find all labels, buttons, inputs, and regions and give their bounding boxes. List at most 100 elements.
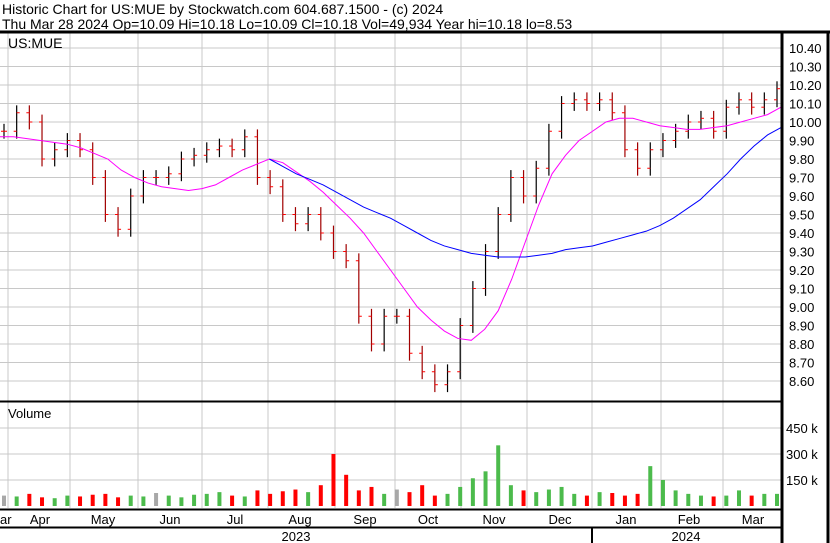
volume-bar (635, 493, 640, 506)
volume-bar (597, 492, 602, 506)
volume-bar (622, 495, 627, 506)
price-tick-label: 9.20 (789, 263, 814, 278)
volume-bar (407, 492, 412, 506)
price-tick-label: 10.00 (789, 115, 822, 130)
year-label: 2024 (672, 529, 701, 543)
month-label: Feb (678, 512, 700, 527)
price-tick-label: 8.80 (789, 337, 814, 352)
volume-bar (775, 493, 779, 506)
volume-bar (648, 466, 653, 506)
price-tick-label: 10.10 (789, 97, 822, 112)
price-tick-label: 9.90 (789, 134, 814, 149)
month-label: May (91, 512, 116, 527)
volume-bar (508, 485, 513, 506)
volume-bar (432, 495, 437, 506)
volume-bar (736, 490, 741, 506)
price-tick-label: 10.20 (789, 78, 822, 93)
volume-bar (242, 496, 247, 506)
volume-bar (166, 495, 171, 506)
volume-bar (40, 497, 45, 506)
price-tick-label: 8.90 (789, 319, 814, 334)
price-tick-label: 9.60 (789, 189, 814, 204)
volume-bar (344, 474, 349, 506)
volume-bar (52, 498, 57, 506)
month-label: Mar (742, 512, 765, 527)
year-label: 2023 (282, 529, 311, 543)
price-tick-label: 9.50 (789, 208, 814, 223)
volume-bar (534, 492, 539, 506)
volume-bar (268, 493, 273, 506)
volume-bar (546, 489, 551, 506)
volume-bar (217, 492, 222, 506)
short-moving-average-line (0, 106, 782, 341)
volume-bar (280, 491, 285, 506)
month-label: Sep (353, 512, 376, 527)
volume-bar (698, 495, 703, 506)
volume-bar (78, 496, 83, 506)
volume-bar (686, 493, 691, 506)
volume-bar (382, 493, 387, 506)
volume-tick-label: 300 k (786, 447, 818, 462)
volume-bar (711, 496, 716, 506)
volume-bar (521, 490, 526, 506)
volume-bar (660, 480, 665, 506)
volume-bar (749, 495, 754, 506)
volume-bar (318, 485, 323, 506)
volume-bar (154, 493, 159, 506)
volume-bar (559, 486, 564, 506)
volume-bar (2, 495, 6, 506)
volume-tick-label: 450 k (786, 421, 818, 436)
volume-bar (116, 497, 121, 506)
volume-bar (673, 490, 678, 506)
price-tick-label: 9.10 (789, 282, 814, 297)
long-moving-average-line (269, 127, 782, 258)
month-label: Nov (482, 512, 506, 527)
volume-bar (331, 454, 336, 506)
month-label: Jun (160, 512, 181, 527)
volume-bar (470, 478, 475, 506)
volume-label: Volume (8, 406, 52, 421)
volume-bar (90, 494, 95, 506)
volume-bar (128, 495, 133, 506)
price-tick-label: 10.30 (789, 60, 822, 75)
month-label: Jul (227, 512, 244, 527)
price-tick-label: 8.70 (789, 356, 814, 371)
volume-bar (255, 490, 260, 506)
volume-bar (141, 496, 146, 506)
volume-bar (204, 493, 209, 506)
volume-bar (572, 493, 577, 506)
price-tick-label: 8.60 (789, 374, 814, 389)
volume-bar (293, 489, 298, 506)
volume-bar (14, 496, 19, 506)
volume-bar (420, 485, 425, 506)
quote-summary: Thu Mar 28 2024 Op=10.09 Hi=10.18 Lo=10.… (2, 16, 573, 32)
price-tick-label: 9.80 (789, 152, 814, 167)
price-tick-label: 9.30 (789, 245, 814, 260)
month-label: Oct (418, 512, 439, 527)
price-tick-label: 9.40 (789, 226, 814, 241)
volume-bar (610, 493, 615, 506)
month-label: ar (0, 512, 12, 527)
volume-bar (65, 495, 70, 506)
chart-title: Historic Chart for US:MUE by Stockwatch.… (2, 1, 444, 17)
volume-bar (483, 471, 488, 506)
volume-bar (179, 497, 184, 506)
price-tick-label: 10.40 (789, 41, 822, 56)
volume-bar (103, 493, 108, 506)
volume-bar (724, 495, 729, 506)
volume-bar (369, 486, 374, 506)
volume-bar (306, 492, 311, 506)
month-label: Dec (548, 512, 572, 527)
volume-bar (27, 493, 32, 506)
price-tick-label: 9.00 (789, 300, 814, 315)
month-label: Aug (288, 512, 311, 527)
month-label: Apr (30, 512, 51, 527)
month-label: Jan (616, 512, 637, 527)
price-tick-label: 9.70 (789, 171, 814, 186)
volume-bar (230, 495, 235, 506)
volume-bar (458, 486, 463, 506)
volume-bar (762, 493, 767, 506)
volume-bar (394, 489, 399, 506)
